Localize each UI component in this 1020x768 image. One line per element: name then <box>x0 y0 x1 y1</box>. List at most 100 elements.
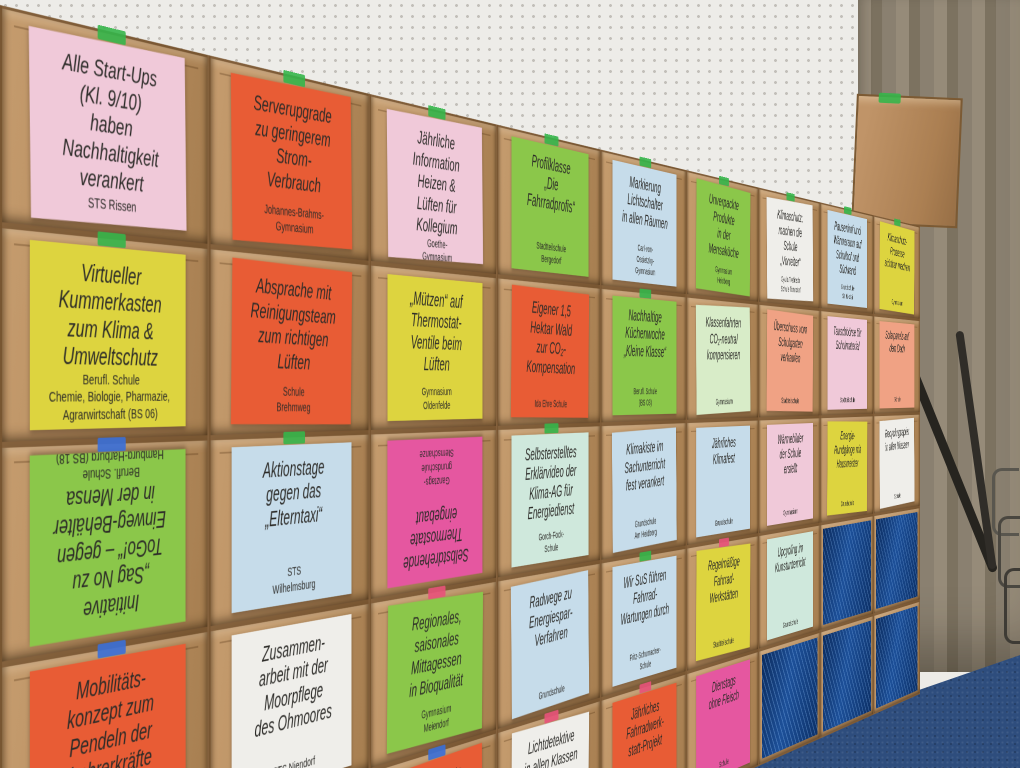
sign-school: Stadtteilschule Bergedorf <box>536 239 567 267</box>
project-sign: Wärmebilder der Schule erstellt Gymnasiu… <box>766 422 813 527</box>
cardboard-box: Eigener 1,5 Hektar Wald zur CO₂- Kompens… <box>497 276 601 428</box>
sign-school: Grundschule St. Nikolai <box>841 282 855 302</box>
project-sign: Selbstdrehende Thermostate eingebaut Gan… <box>387 436 483 589</box>
chair-frame <box>998 516 1020 588</box>
project-sign: Jährliches Fahrradwerk- statt-Projekt Zu… <box>612 682 677 768</box>
tape-strip <box>97 436 126 452</box>
sign-school: Johannes-Brahms- Gymnasium <box>264 202 324 237</box>
cardboard-box <box>820 514 874 632</box>
cardboard-box: Initiative „Sag No zu ToGo!“ – gegen Ein… <box>0 436 210 665</box>
cardboard-box: Virtueller Kummerkasten zum Klima & Umwe… <box>0 225 210 445</box>
sign-school: Schule <box>894 491 901 501</box>
sign-school: Gymnasium Oldenfelde <box>421 385 452 412</box>
tape-strip <box>786 192 795 202</box>
sign-school: STS Wilhelmsburg <box>272 563 316 598</box>
tall-cardboard-box <box>851 92 963 229</box>
cardboard-box: Absprache mit Reinigungsteam zum richtig… <box>209 246 370 438</box>
project-sign: Zusammen- arbeit mit der Moorpflege des … <box>231 613 352 768</box>
sign-text: Klimaschutz: machen die Schule „Vorreite… <box>777 206 804 270</box>
cardboard-box: Klimaschutz: machen die Schule „Vorreite… <box>758 187 821 310</box>
sign-school: Grundschule Am Heidberg <box>634 515 657 542</box>
sign-text: Jährliches Klimafest <box>711 434 736 468</box>
sign-school: Gorch-Fock- Schule <box>538 528 564 555</box>
tape-strip <box>894 218 901 227</box>
sign-text: Virtueller Kummerkasten zum Klima & Umwe… <box>58 259 162 372</box>
project-sign: Selbsterstelltes Erklärvideo der Klima-A… <box>511 432 589 568</box>
project-sign: Dienstags ohne Fleisch Schule <box>696 659 751 768</box>
project-sign: Eigener 1,5 Hektar Wald zur CO₂- Kompens… <box>510 284 590 418</box>
project-sign: Klimakiste im Sachunterricht fest verank… <box>611 427 677 553</box>
project-sign: Profilklasse „Die Fahrradprofis“ Stadtte… <box>511 135 589 278</box>
cardboard-box: Zusammen- arbeit mit der Moorpflege des … <box>209 601 370 768</box>
sign-school: Berufl. Schule Hamburg-Harburg (BS 18) <box>55 448 164 483</box>
project-sign: Regelmäßige Fahrrad- Werkstätten Stadtte… <box>695 543 751 661</box>
cardboard-box: Wärmebilder der Schule erstellt Gymnasiu… <box>758 416 821 535</box>
project-sign: Recyclingpapier in allen Klassen Schule <box>879 417 915 509</box>
cardboard-box: Energie- Rundgänge mit Hausmeister Grund… <box>820 414 874 525</box>
sign-school: Ida Ehre Schule <box>534 397 568 410</box>
sign-text: Unverpackte Produkte in der Mensaküche <box>708 190 739 261</box>
sign-school: Carl-von- Ossietzky- Gymnasium <box>635 242 656 278</box>
project-sign: Klimaschutz- Prozesse sichtbar machen Gy… <box>879 221 915 315</box>
cardboard-box: Pausenhof und Wärmeraum auf Schulhof und… <box>820 202 874 316</box>
project-sign: Mobilitäts- konzept zum Pendeln der Lehr… <box>29 643 186 768</box>
sign-school: Stadtteilschule <box>713 635 734 650</box>
sign-school: Ganztags- grundschule Sternschanze <box>419 446 454 488</box>
cardboard-box: Unverpackte Produkte in der Mensaküche G… <box>686 170 759 304</box>
tape-strip <box>639 288 652 299</box>
sign-school: Stadtteilschule <box>781 396 800 406</box>
cardboard-box: Tauschbörse für Schulmaterial Stadtteils… <box>820 309 874 417</box>
project-sign: Nachhaltige Küchenwoche „Kleine Klasse“ … <box>612 295 677 416</box>
project-sign: Alle Start-Ups (Kl. 9/10) haben Nachhalt… <box>28 25 187 231</box>
cardboard-box: Überschuss vom Schulgarten verkaufen Sta… <box>758 303 821 419</box>
sign-text: Klimaschutz- Prozesse sichtbar machen <box>884 230 910 274</box>
sign-text: Serverupgrade zu geringerem Strom- Verbr… <box>253 90 332 197</box>
project-sign: Absprache mit Reinigungsteam zum richtig… <box>230 257 353 424</box>
sign-text: „Mützen“ auf Thermostat- Ventile beim Lü… <box>410 287 463 375</box>
cardboard-box: Regelmäßige Fahrrad- Werkstätten Stadtte… <box>686 534 759 673</box>
sign-text: Wärmebilder der Schule erstellt <box>777 431 804 477</box>
tape-strip <box>544 423 559 434</box>
project-sign: Aktionstage gegen das „Elterntaxi“ STS W… <box>231 441 352 614</box>
cardboard-box: Jährliche Information Heizen & Lüften fü… <box>369 93 498 277</box>
sign-text: Profilklasse „Die Fahrradprofis“ <box>527 151 575 217</box>
sign-school: Gymnasium <box>783 506 798 518</box>
project-sign: Wir SuS führen Fahrrad- Wartungen durch … <box>612 555 677 688</box>
project-sign: Jährliches Klimafest Grundschule <box>696 425 751 538</box>
sign-school: Berufl. Schule (BS 03) <box>633 386 658 408</box>
project-sign: „Mützen“ auf Thermostat- Ventile beim Lü… <box>387 273 483 422</box>
sign-school: Grundschule <box>714 516 733 529</box>
sign-text: Radwege zu Energiespar- Verfahren <box>529 583 573 651</box>
sign-text: Initiative „Sag No zu ToGo!“ – gegen Ein… <box>53 479 166 623</box>
project-sign: Unverpackte Produkte in der Mensaküche G… <box>695 178 751 297</box>
sign-text: Überschuss vom Schulgarten verkaufen <box>773 318 808 366</box>
sign-text: Selbsterstelltes Erklärvideo der Klima-A… <box>525 442 577 524</box>
sign-school: Gymnasium <box>891 297 903 308</box>
stacked-chairs <box>990 468 1020 644</box>
sign-text: Absprache mit Reinigungsteam zum richtig… <box>250 273 336 374</box>
cardboard-box: Profilklasse „Die Fahrradprofis“ Stadtte… <box>497 124 601 287</box>
cardboard-box: Nachhaltige Küchenwoche „Kleine Klasse“ … <box>600 286 687 425</box>
sign-text: Selbstdrehende Thermostate eingebaut <box>403 503 469 574</box>
cardboard-box <box>873 506 920 615</box>
sign-text: Solarpanels auf dem Dach <box>885 328 910 356</box>
sign-school: Grundschule <box>840 498 855 509</box>
tape-strip <box>719 537 729 548</box>
sign-text: Regionales, saisonales Mittagessen in Bi… <box>409 606 464 702</box>
sign-text: Aktionstage gegen das „Elterntaxi“ <box>262 455 325 532</box>
sign-text: Regelmäßige Fahrrad- Werkstätten <box>708 553 740 607</box>
cardboard-box: Klassenfahrten CO₂-neutral kompensieren … <box>686 295 759 422</box>
project-sign: Initiative „Sag No zu ToGo!“ – gegen Ein… <box>29 448 186 647</box>
cardboard-box: Solarpanels auf dem Dach Schule <box>873 315 920 415</box>
sign-text: Alle Start-Ups (Kl. 9/10) haben Nachhalt… <box>62 47 159 197</box>
sign-text: Markierung Lichtschalter in allen Räumen <box>622 173 668 233</box>
sign-school: STS Rissen <box>87 194 137 216</box>
sign-text: Zusammen- arbeit mit der Moorpflege des … <box>254 631 332 743</box>
sign-text: Wir SuS führen Fahrrad- Wartungen durch <box>620 566 669 629</box>
sign-school: Gymnasium <box>715 396 733 407</box>
project-sign: Jährliche Information Heizen & Lüften fü… <box>386 108 484 264</box>
sign-text: Jährliches Fahrradwerk- statt-Projekt <box>626 697 664 761</box>
sign-text: Pausenhof und Wärmeraum auf Schulhof und… <box>833 218 862 278</box>
sign-school: Gyula Trebitsch Schule Tonndorf <box>780 274 801 295</box>
